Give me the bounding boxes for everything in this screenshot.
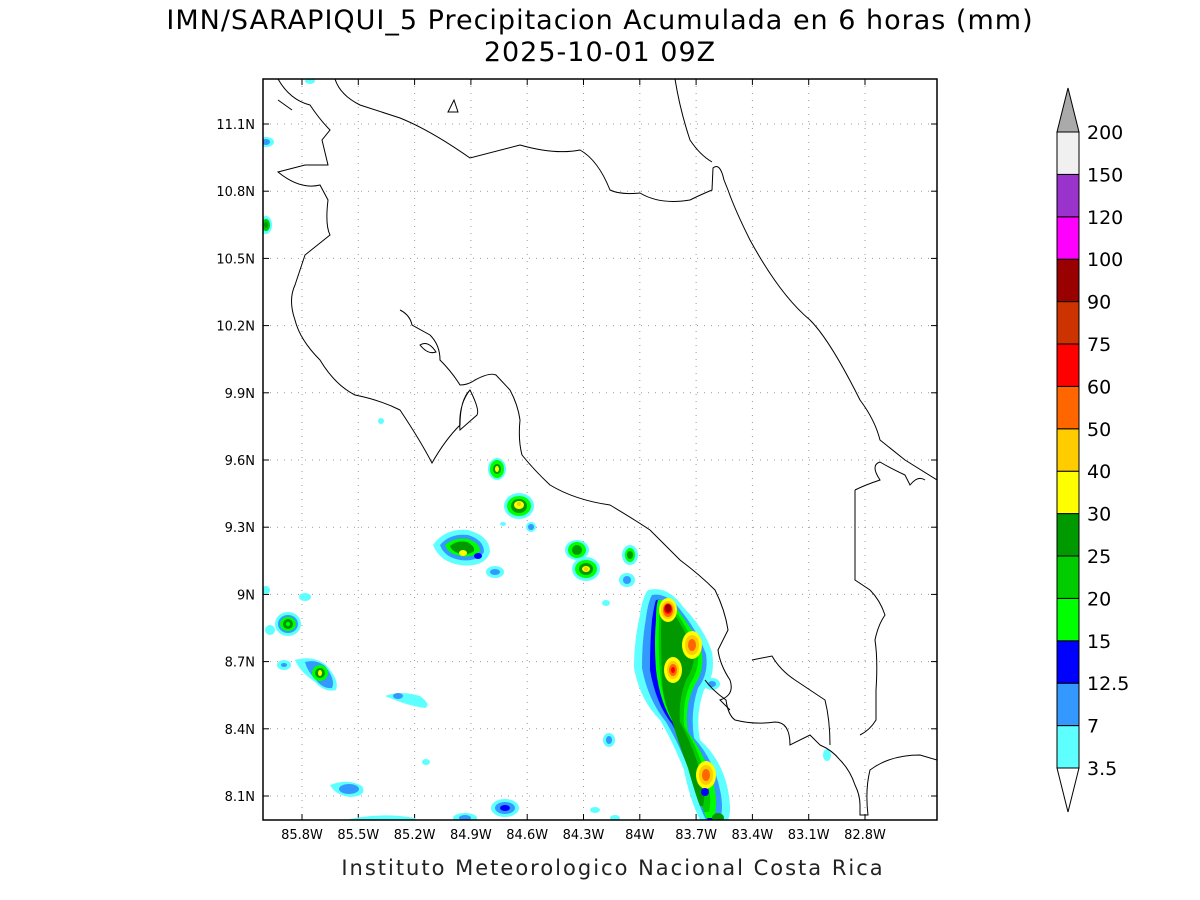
lat-tick-label: 9N <box>237 588 255 603</box>
precip-cell-ocean-1 <box>263 586 311 636</box>
coastline-island <box>447 98 459 113</box>
lon-tick-label: 85.8W <box>281 828 323 843</box>
lat-tick-label: 8.7N <box>225 656 255 671</box>
colorbar-label: 20 <box>1087 588 1111 610</box>
lon-tick-label: 85.5W <box>337 828 379 843</box>
colorbar-label: 25 <box>1087 546 1111 568</box>
map-title: IMN/SARAPIQUI_5 Precipitacion Acumulada … <box>166 5 1034 36</box>
map-datetime: 2025-10-01 09Z <box>483 37 717 68</box>
lon-tick-label: 84.9W <box>450 828 492 843</box>
colorbar-swatch <box>1056 258 1080 303</box>
precip-cell-coast-band <box>603 589 730 820</box>
colorbar-label: 90 <box>1087 292 1111 314</box>
colorbar-label: 50 <box>1087 419 1111 441</box>
coastline-osa <box>751 655 831 746</box>
colorbar-swatch <box>1056 555 1080 599</box>
precip-cell-central-1 <box>500 493 536 532</box>
precip-cell-central-2 <box>488 458 506 480</box>
plot-border <box>262 78 938 821</box>
precip-cell-south-2 <box>565 540 589 560</box>
lat-tick-labels: 11.1N 10.8N 10.5N 10.2N 9.9N 9.6N 9.3N 9N 8.7N 8.… <box>216 118 255 805</box>
colorbar-swatch <box>1056 682 1080 727</box>
plot-area <box>263 79 937 820</box>
lon-tick-label: 85.2W <box>394 828 436 843</box>
coastline-panama-border <box>854 461 926 736</box>
colorbar-label: 75 <box>1087 334 1111 356</box>
coastline-north-nicaragua <box>334 79 937 481</box>
colorbar-swatch <box>1056 428 1080 472</box>
lon-tick-label: 83.7W <box>675 828 717 843</box>
precip-cell-ocean-2 <box>277 658 337 691</box>
lat-tick-label: 8.4N <box>225 723 255 738</box>
lon-tick-label: 83.4W <box>731 828 773 843</box>
colorbar-swatch <box>1056 173 1080 218</box>
colorbar: 3.5 7 12.5 15 20 25 30 40 50 60 75 90 100 120 150 200 <box>1056 87 1129 813</box>
colorbar-arrow-bottom <box>1056 767 1080 813</box>
colorbar-swatch <box>1056 343 1080 387</box>
lat-tick-label: 10.8N <box>216 185 255 200</box>
colorbar-swatch <box>1056 640 1080 684</box>
coastline-nicoya-west <box>276 79 479 465</box>
colorbar-label: 15 <box>1087 631 1111 653</box>
coastline-gulf <box>399 309 732 711</box>
colorbar-label: 100 <box>1087 249 1123 271</box>
colorbar-arrow-top <box>1056 87 1080 133</box>
colorbar-label: 3.5 <box>1087 758 1117 780</box>
colorbar-label: 150 <box>1087 164 1123 186</box>
coastline-nicoya-inner <box>419 343 437 354</box>
colorbar-swatch <box>1056 470 1080 515</box>
coastline-pacific-south <box>704 679 937 816</box>
colorbar-label: 12.5 <box>1087 673 1129 695</box>
colorbar-swatch <box>1056 597 1080 642</box>
lon-tick-label: 84.6W <box>506 828 548 843</box>
lon-tick-label: 83.1W <box>788 828 830 843</box>
lat-tick-label: 10.2N <box>216 320 255 335</box>
coastline-n-lake <box>674 79 713 163</box>
lon-tick-label: 84W <box>625 828 655 843</box>
coastline <box>276 79 937 816</box>
colorbar-label: 200 <box>1087 122 1123 144</box>
lat-tick-label: 10.5N <box>216 252 255 267</box>
lat-tick-label: 11.1N <box>216 118 255 133</box>
colorbar-swatch <box>1056 216 1080 260</box>
colorbar-swatch <box>1056 131 1080 175</box>
lon-tick-label: 82.8W <box>844 828 886 843</box>
colorbar-label: 60 <box>1087 376 1111 398</box>
lat-tick-label: 9.6N <box>225 454 255 469</box>
lat-tick-label: 8.1N <box>225 790 255 805</box>
precip-cell-nicoya-n <box>433 529 504 578</box>
colorbar-swatch <box>1056 385 1080 430</box>
colorbar-swatch <box>1056 725 1080 769</box>
coastline-nw-bay <box>277 99 293 111</box>
lat-tick-label: 9.3N <box>225 521 255 536</box>
precip-cell-sw <box>330 693 831 820</box>
lon-tick-label: 84.3W <box>563 828 605 843</box>
footer-credit: Instituto Meteorologico Nacional Costa R… <box>341 856 885 880</box>
graticule <box>263 79 937 820</box>
precip-cell-south-1 <box>572 557 600 581</box>
colorbar-label: 7 <box>1087 716 1099 738</box>
colorbar-label: 30 <box>1087 504 1111 526</box>
precip-cell-nw <box>263 79 384 424</box>
colorbar-label: 40 <box>1087 461 1111 483</box>
colorbar-label: 120 <box>1087 207 1123 229</box>
precip-cell-south-3 <box>602 545 638 606</box>
lon-tick-labels: 85.8W 85.5W 85.2W 84.9W 84.6W 84.3W 84W 83.7W 83… <box>281 828 886 843</box>
precip-layer <box>263 79 831 820</box>
colorbar-swatch <box>1056 513 1080 557</box>
lat-tick-label: 9.9N <box>225 387 255 402</box>
colorbar-swatch <box>1056 301 1080 345</box>
